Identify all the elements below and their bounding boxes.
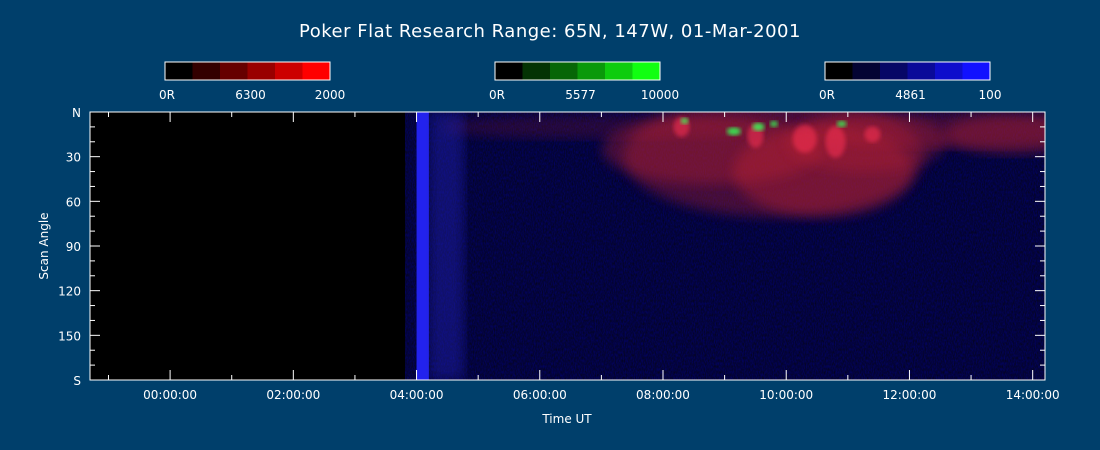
x-tick-label: 02:00:00 — [266, 388, 320, 402]
y-tick-label: 60 — [66, 195, 81, 209]
colorbar-max-label: 100 — [979, 88, 1002, 102]
colorbar-step — [907, 62, 936, 80]
colorbar-step — [880, 62, 908, 80]
colorbar-frame — [164, 61, 331, 81]
y-tick-label: 30 — [66, 151, 81, 165]
colorbar-step — [825, 62, 853, 80]
colorbar-frame — [824, 61, 991, 81]
y-tick-label: S — [73, 374, 81, 388]
x-tick-label: 06:00:00 — [513, 388, 567, 402]
red-emission-peak — [825, 125, 846, 158]
colorbar-max-label: 2000 — [315, 88, 346, 102]
colorbar-step — [220, 62, 248, 80]
red-emission-peak — [864, 126, 881, 143]
colorbar-step — [192, 62, 221, 80]
green-emission — [752, 122, 765, 131]
y-axis-label: Scan Angle — [37, 212, 51, 279]
red-emission-peak — [792, 124, 817, 153]
colorbar-step — [302, 62, 331, 80]
colorbar-step — [935, 62, 963, 80]
aurora-emission — [441, 112, 1045, 217]
colorbar-min-label: 0R — [489, 88, 505, 102]
y-tick-label: 90 — [66, 240, 81, 254]
colorbar-wavelength-label: 5577 — [565, 88, 596, 102]
x-axis-label: Time UT — [541, 412, 592, 426]
x-tick-label: 12:00:00 — [882, 388, 936, 402]
y-axis: N 30 60 90 120 150 S — [58, 106, 1045, 388]
colorbar-step — [495, 62, 523, 80]
green-emission — [680, 117, 689, 124]
x-axis: 00:00:00 02:00:00 04:00:00 06:00:00 08:00:00… — [107, 112, 1060, 402]
colorbar-step — [165, 62, 193, 80]
x-tick-label: 08:00:00 — [636, 388, 690, 402]
blue-emission-band — [416, 112, 464, 380]
colorbar-step — [962, 62, 991, 80]
green-emission — [726, 127, 741, 136]
colorbar-step — [605, 62, 633, 80]
green-emission — [769, 120, 778, 127]
red-emission — [441, 114, 762, 139]
y-tick-label: 150 — [58, 329, 81, 343]
plot-area — [90, 112, 1045, 380]
x-tick-label: 00:00:00 — [143, 388, 197, 402]
y-tick-label: N — [72, 106, 81, 120]
blue-band-core — [416, 112, 429, 380]
colorbar-wavelength-label: 4861 — [895, 88, 926, 102]
colorbar-step — [577, 62, 606, 80]
colorbar-min-label: 0R — [159, 88, 175, 102]
x-tick-label: 14:00:00 — [1006, 388, 1060, 402]
colorbar-step — [852, 62, 881, 80]
colorbar-step — [522, 62, 551, 80]
colorbar-frame — [494, 61, 661, 81]
colorbar-step — [247, 62, 276, 80]
x-tick-label: 10:00:00 — [759, 388, 813, 402]
green-emission — [836, 120, 847, 127]
chart-title: Poker Flat Research Range: 65N, 147W, 01… — [299, 21, 801, 42]
colorbar-step — [275, 62, 303, 80]
colorbar-max-label: 10000 — [641, 88, 679, 102]
colorbar-wavelength-label: 6300 — [235, 88, 266, 102]
colorbar-min-label: 0R — [819, 88, 835, 102]
colorbar-group: 0R 6300 2000 0R 5577 10000 0R 4861 100 — [159, 61, 1002, 102]
colorbar-step — [550, 62, 578, 80]
red-emission — [944, 114, 1045, 155]
x-tick-label: 04:00:00 — [390, 388, 444, 402]
y-tick-label: 120 — [58, 285, 81, 299]
colorbar-step — [632, 62, 661, 80]
blue-band-fade — [428, 112, 464, 380]
